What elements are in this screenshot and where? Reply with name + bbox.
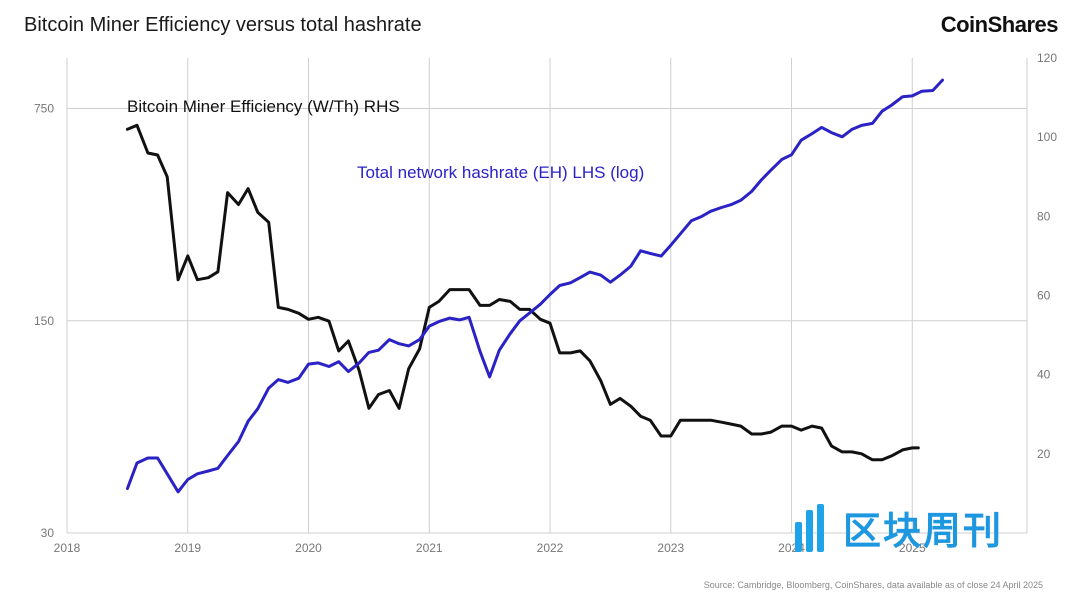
hashrate-series-label: Total network hashrate (EH) LHS (log)	[357, 163, 644, 182]
x-tick-label: 2020	[295, 541, 322, 555]
right-tick-label: 120	[1037, 51, 1057, 65]
hashrate-line	[125, 78, 944, 494]
chart-title: Bitcoin Miner Efficiency versus total ha…	[24, 14, 422, 36]
series-layer	[125, 78, 944, 494]
right-tick-label: 80	[1037, 209, 1051, 223]
x-tick-label: 2022	[537, 541, 564, 555]
source-note: Source: Cambridge, Bloomberg, CoinShares…	[703, 580, 1043, 590]
left-tick-label: 30	[41, 526, 55, 540]
right-tick-label: 100	[1037, 130, 1057, 144]
x-tick-label: 2025	[899, 541, 926, 555]
x-tick-label: 2024	[778, 541, 805, 555]
brand-logo: CoinShares	[940, 12, 1059, 37]
efficiency-line	[125, 123, 920, 462]
left-tick-label: 750	[34, 102, 54, 116]
axis-layer: 2018 2019 2020 2021 2022 2023 2024 2025 30 150 750…	[34, 51, 1057, 555]
efficiency-series-label: Bitcoin Miner Efficiency (W/Th) RHS	[127, 97, 400, 116]
right-tick-label: 60	[1037, 289, 1051, 303]
x-tick-label: 2023	[657, 541, 684, 555]
right-tick-label: 40	[1037, 368, 1051, 382]
x-tick-label: 2018	[54, 541, 81, 555]
x-tick-label: 2019	[174, 541, 201, 555]
x-tick-label: 2021	[416, 541, 443, 555]
left-tick-label: 150	[34, 314, 54, 328]
right-tick-label: 20	[1037, 447, 1051, 461]
